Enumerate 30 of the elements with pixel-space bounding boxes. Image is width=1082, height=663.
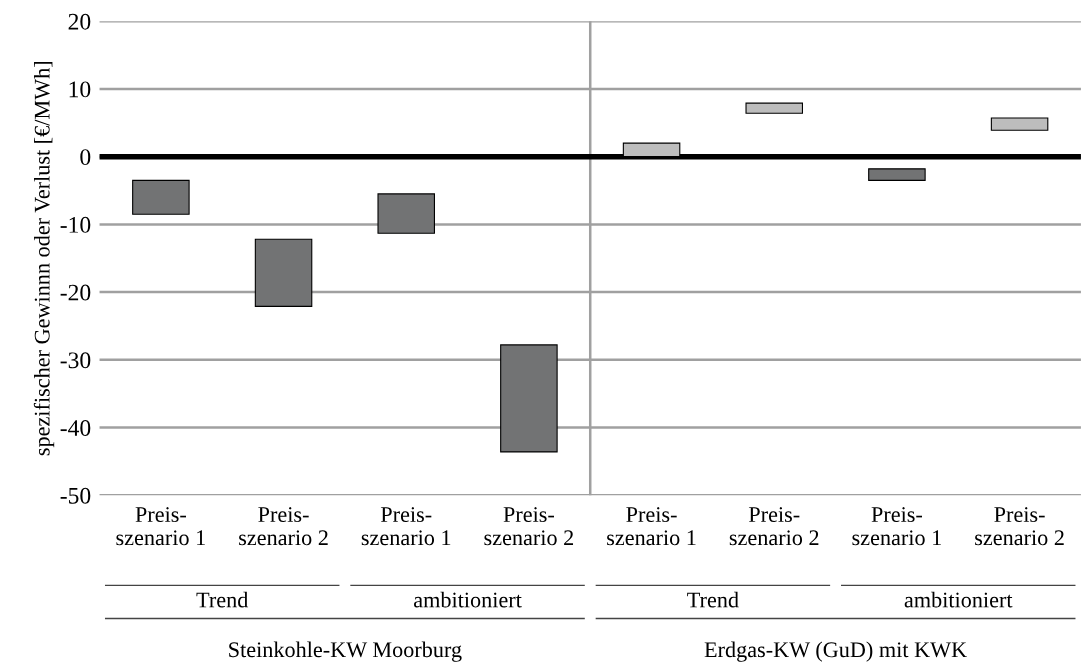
y-tick-label: 10 [69,81,91,98]
y-tick-label: -10 [60,216,91,233]
y-tick-label: -40 [60,420,91,436]
text: Trend [687,591,739,608]
x-tick-label: Preis- szenario 1 [852,507,941,546]
bar [132,179,190,215]
bar [377,193,435,234]
bar [745,102,804,114]
x-tick-label: Preis- szenario 1 [361,507,451,546]
text: Steinkohle-KW Moorburg [229,641,462,662]
x-tick-label: Preis- szenario 2 [484,507,574,546]
y-tick-label: -50 [60,487,91,504]
x-tick-label: Preis- szenario 2 [975,507,1064,546]
bar [254,238,313,307]
bar [868,168,926,181]
text: ambitioniert [414,591,522,608]
y-tick-label: -20 [60,284,91,301]
bar [990,117,1049,131]
y-axis-title: spezifischer Gewinnn oder Verlust [€/MWh] [33,62,55,456]
text: ambitioniert [904,591,1013,608]
x-tick-label: Preis- szenario 2 [729,507,819,546]
x-tick-label: Preis- szenario 1 [116,507,205,546]
text: Trend [196,591,249,608]
x-tick-label: Preis- szenario 1 [607,507,696,546]
text: Erdgas-KW (GuD) mit KWK [704,641,967,662]
y-tick-label: 20 [68,13,91,30]
y-tick-label: -30 [60,352,91,369]
bar [500,344,558,453]
y-tick-label: 0 [80,149,91,166]
x-tick-label: Preis- szenario 2 [239,507,328,546]
